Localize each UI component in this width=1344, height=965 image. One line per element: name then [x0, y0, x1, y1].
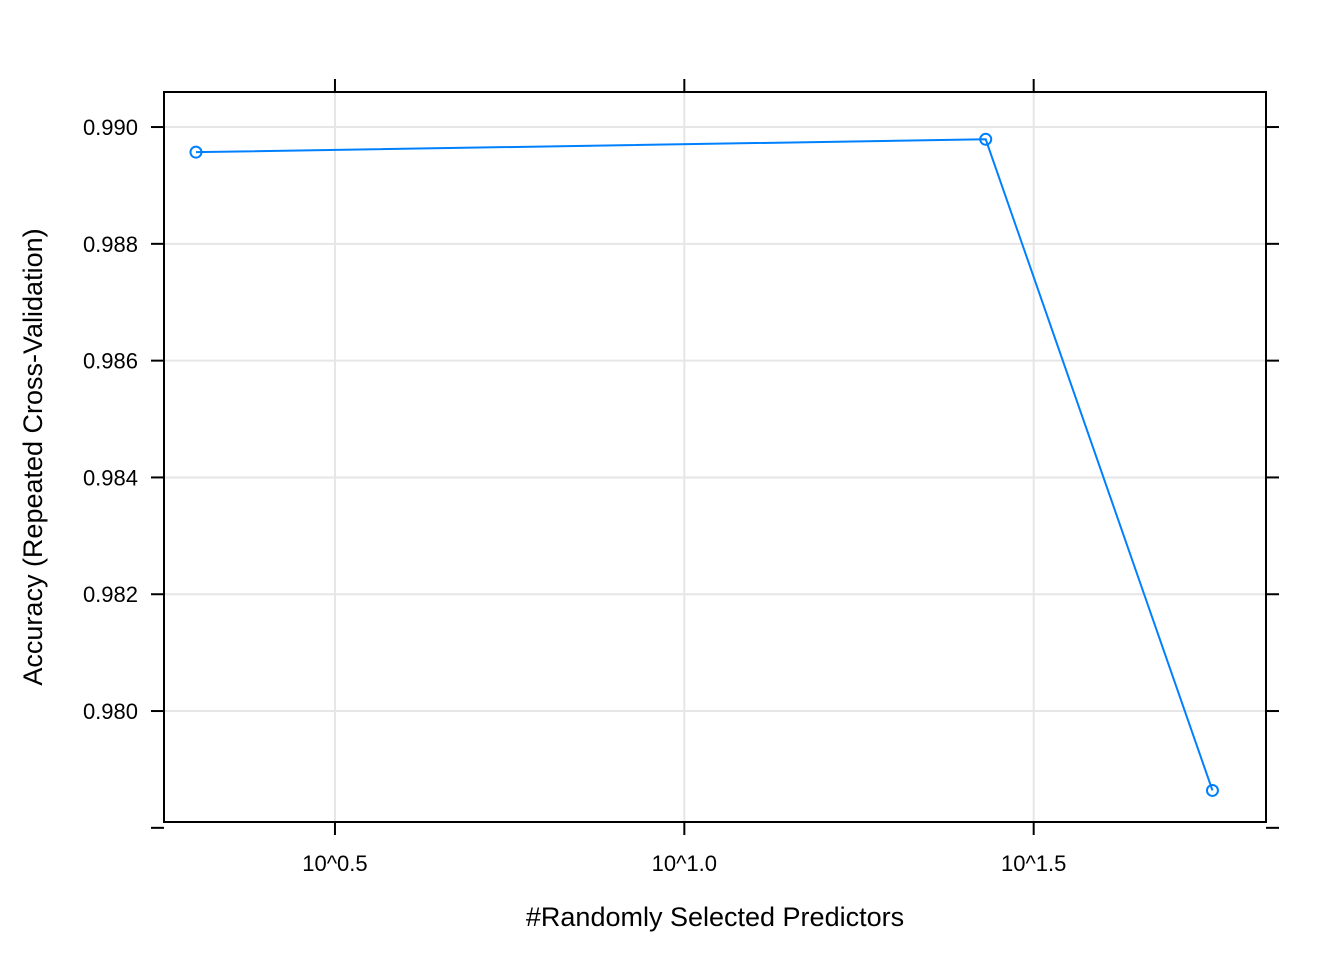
data-point — [1205, 783, 1219, 797]
axis-ticks: 10^0.5 10^1.0 10^1.5 0.980 0.982 0.984 0.986 0.… — [83, 79, 1279, 876]
y-tick-label: 0.990 — [83, 115, 138, 140]
y-tick-label: 0.984 — [83, 465, 138, 490]
y-tick-label: 0.986 — [83, 349, 138, 374]
x-axis-title: #Randomly Selected Predictors — [526, 902, 904, 932]
y-axis-title: Accuracy (Repeated Cross-Validation) — [18, 228, 48, 685]
x-tick-label: 10^1.0 — [652, 851, 717, 876]
x-tick-label: 10^1.5 — [1001, 851, 1066, 876]
data-point — [979, 132, 993, 146]
data-point — [189, 145, 203, 159]
series — [189, 132, 1219, 797]
y-tick-label: 0.988 — [83, 232, 138, 257]
series-line — [195, 138, 1214, 791]
grid-lines — [164, 92, 1266, 822]
plot-frame — [163, 91, 1267, 823]
y-tick-label: 0.980 — [83, 699, 138, 724]
x-tick-label: 10^0.5 — [302, 851, 367, 876]
y-tick-label: 0.982 — [83, 582, 138, 607]
